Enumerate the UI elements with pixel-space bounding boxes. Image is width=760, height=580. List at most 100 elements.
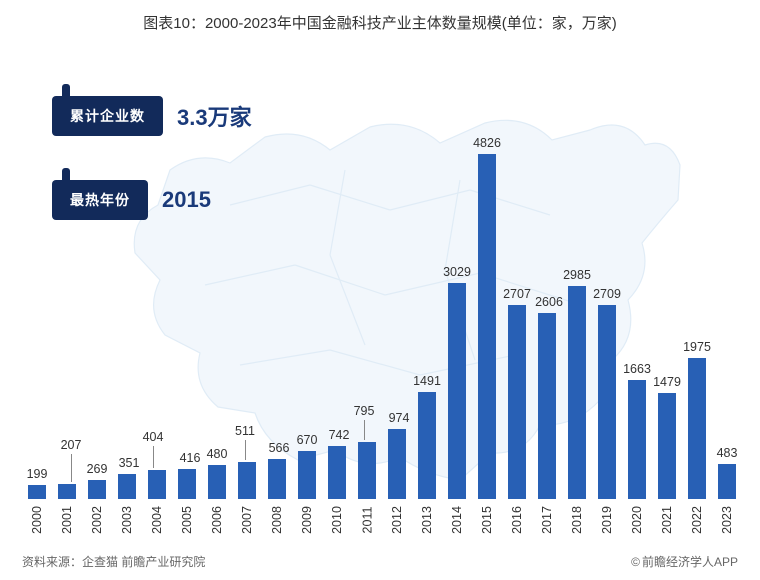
bar-group: 2606 [532, 313, 562, 499]
bar-value-label: 2707 [503, 287, 531, 301]
bar-group: 974 [382, 429, 412, 499]
x-axis-label: 2013 [412, 501, 442, 525]
x-axis-label: 2018 [562, 501, 592, 525]
bar-group: 795 [352, 442, 382, 499]
bar-value-label: 269 [87, 462, 108, 476]
bar [298, 451, 316, 499]
bar [718, 464, 736, 499]
bar-group: 742 [322, 446, 352, 499]
bar-value-label: 566 [269, 441, 290, 455]
bar-value-label: 2709 [593, 287, 621, 301]
bar-value-label: 1663 [623, 362, 651, 376]
bar [568, 286, 586, 499]
bar [208, 465, 226, 499]
bar-group: 2709 [592, 305, 622, 499]
bar-group: 1663 [622, 380, 652, 499]
x-axis-label: 2007 [232, 501, 262, 525]
source-text: 资料来源：企查猫 前瞻产业研究院 [22, 553, 205, 570]
bar-value-label: 742 [329, 428, 350, 442]
x-axis-label: 2010 [322, 501, 352, 525]
bar [598, 305, 616, 499]
x-axis-label: 2004 [142, 501, 172, 525]
bar [268, 459, 286, 499]
bar-group: 269 [82, 480, 112, 499]
bar-group: 3029 [442, 283, 472, 499]
bar-value-label: 1491 [413, 374, 441, 388]
bar [538, 313, 556, 499]
x-axis-label: 2020 [622, 501, 652, 525]
x-axis-label: 2022 [682, 501, 712, 525]
copyright-icon: © [631, 555, 640, 569]
bar-value-label: 795 [354, 404, 375, 418]
bar [178, 469, 196, 499]
bar [628, 380, 646, 499]
x-axis-label: 2016 [502, 501, 532, 525]
info-banner-0: 累计企业数3.3万家 [52, 96, 252, 136]
bar-group: 511 [232, 462, 262, 499]
bar-group: 566 [262, 459, 292, 499]
bar-value-label: 483 [717, 446, 738, 460]
x-axis-label: 2000 [22, 501, 52, 525]
bar [118, 474, 136, 499]
bar [148, 470, 166, 499]
bar-value-label: 1975 [683, 340, 711, 354]
bar [508, 305, 526, 499]
bar-group: 1479 [652, 393, 682, 499]
x-axis-label: 2009 [292, 501, 322, 525]
bar-value-label: 4826 [473, 136, 501, 150]
bar [358, 442, 376, 499]
bar [328, 446, 346, 499]
bar-group: 670 [292, 451, 322, 499]
bar-group: 199 [22, 485, 52, 499]
bar-value-label: 974 [389, 411, 410, 425]
footer: 资料来源：企查猫 前瞻产业研究院 ©前瞻经济学人APP [22, 553, 738, 570]
x-axis-label: 2021 [652, 501, 682, 525]
banner-label: 最热年份 [52, 180, 148, 220]
bar [58, 484, 76, 499]
bar-group: 2985 [562, 286, 592, 499]
banner-value: 2015 [162, 187, 211, 213]
bar-group: 1975 [682, 358, 712, 499]
callout-line [245, 440, 246, 460]
banner-value: 3.3万家 [177, 100, 252, 132]
bar-value-label: 511 [235, 424, 255, 438]
bar-value-label: 207 [61, 438, 82, 452]
bar-group: 416 [172, 469, 202, 499]
bar-value-label: 480 [207, 447, 228, 461]
bar [688, 358, 706, 499]
bar-group: 4826 [472, 154, 502, 499]
bar [478, 154, 496, 499]
x-axis-label: 2012 [382, 501, 412, 525]
bar-value-label: 1479 [653, 375, 681, 389]
callout-line [71, 454, 72, 482]
info-banner-1: 最热年份 2015 [52, 180, 211, 220]
bar-group: 1491 [412, 392, 442, 499]
bar [658, 393, 676, 499]
chart-title: 图表10：2000-2023年中国金融科技产业主体数量规模(单位：家，万家) [0, 0, 760, 33]
bar-chart: 1992072693514044164805115666707427959741… [22, 90, 742, 525]
bar [448, 283, 466, 499]
bar-group: 480 [202, 465, 232, 499]
x-axis-label: 2001 [52, 501, 82, 525]
x-axis-label: 2008 [262, 501, 292, 525]
bar [28, 485, 46, 499]
bar-value-label: 404 [143, 430, 164, 444]
x-axis-label: 2003 [112, 501, 142, 525]
bar-value-label: 2985 [563, 268, 591, 282]
callout-line [153, 446, 154, 468]
x-axis-label: 2006 [202, 501, 232, 525]
bar-group: 207 [52, 484, 82, 499]
bar-value-label: 3029 [443, 265, 471, 279]
bar-value-label: 199 [27, 467, 48, 481]
bar [388, 429, 406, 499]
callout-line [364, 420, 365, 440]
x-axis-label: 2005 [172, 501, 202, 525]
bar-value-label: 2606 [535, 295, 563, 309]
x-axis-label: 2023 [712, 501, 742, 525]
bar-value-label: 670 [297, 433, 318, 447]
x-axis-label: 2015 [472, 501, 502, 525]
x-axis-label: 2014 [442, 501, 472, 525]
bar-group: 404 [142, 470, 172, 499]
copyright-text: ©前瞻经济学人APP [631, 553, 738, 570]
bar-group: 483 [712, 464, 742, 499]
